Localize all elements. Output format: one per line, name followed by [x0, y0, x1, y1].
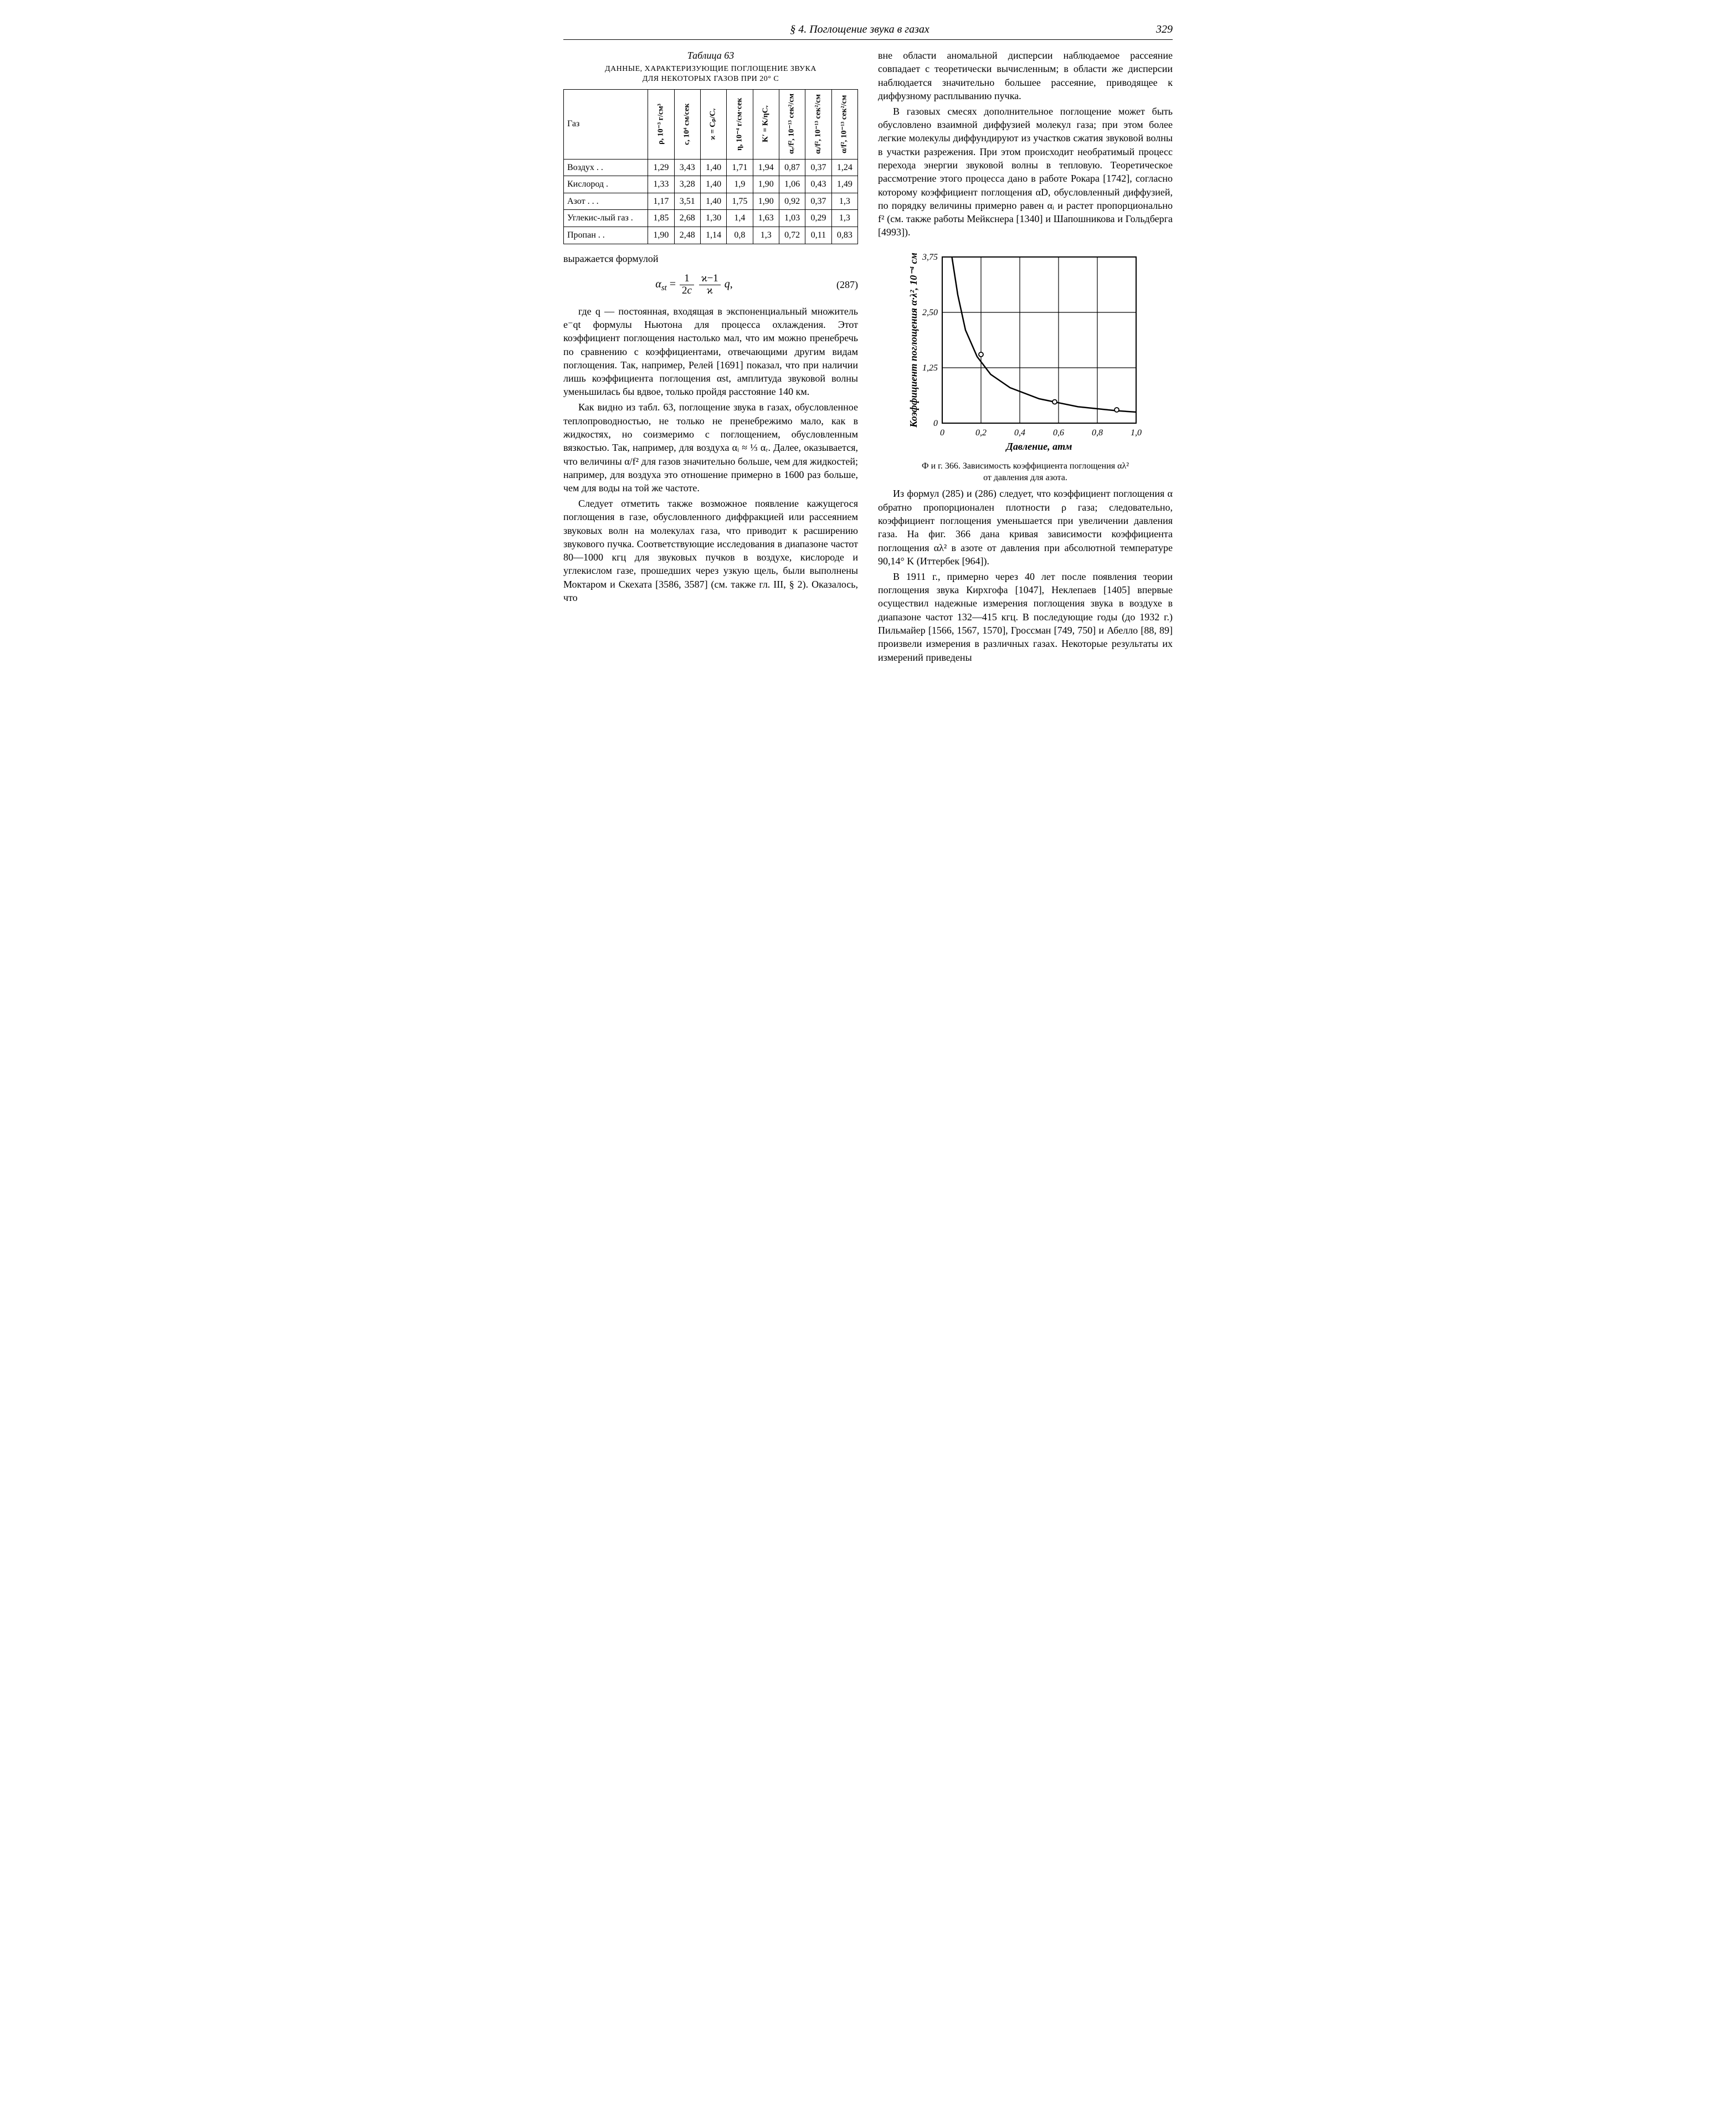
figure-caption-line1: Ф и г. 366. Зависимость коэффициента пог…	[922, 461, 1129, 471]
table-cell: 0,8	[727, 227, 753, 244]
table-cell: 1,24	[831, 159, 857, 176]
section-title: § 4. Поглощение звука в газах	[563, 22, 1156, 37]
svg-text:3,75: 3,75	[922, 253, 938, 262]
svg-text:1,0: 1,0	[1131, 428, 1142, 438]
col-header-0: ρ, 10⁻³ г/см³	[648, 89, 674, 159]
svg-text:Давление, атм: Давление, атм	[1005, 441, 1072, 452]
table-row: Азот . . .1,173,511,401,751,900,920,371,…	[564, 193, 858, 210]
figure-caption: Ф и г. 366. Зависимость коэффициента пог…	[878, 461, 1173, 484]
table-cell: 2,48	[674, 227, 700, 244]
table-title-line2: ДЛЯ НЕКОТОРЫХ ГАЗОВ ПРИ 20° С	[643, 75, 779, 83]
para-l2: Как видно из табл. 63, поглощение звука …	[563, 400, 858, 495]
table-cell: 1,30	[700, 210, 726, 227]
table-cell: 0,37	[805, 159, 831, 176]
table-cell: 1,9	[727, 176, 753, 193]
svg-text:0,2: 0,2	[975, 428, 987, 438]
running-header: § 4. Поглощение звука в газах 329	[563, 22, 1173, 40]
table-caption: Таблица 63	[563, 49, 858, 62]
table-cell: 1,85	[648, 210, 674, 227]
table-cell: 1,4	[727, 210, 753, 227]
col-header-4: K′ = K/ηCᵥ	[753, 89, 779, 159]
svg-text:2,50: 2,50	[922, 308, 938, 317]
table-row: Углекис-лый газ .1,852,681,301,41,631,03…	[564, 210, 858, 227]
table-cell: 1,3	[831, 193, 857, 210]
table-cell: 1,29	[648, 159, 674, 176]
table-cell: 0,72	[779, 227, 805, 244]
figure-caption-line2: от давления для азота.	[983, 473, 1067, 482]
svg-text:1,25: 1,25	[922, 363, 938, 373]
absorption-table: Газ ρ, 10⁻³ г/см³ c, 10⁴ см/сек ϰ = Cₚ/C…	[563, 89, 858, 244]
table-cell: 1,14	[700, 227, 726, 244]
table-cell: 3,51	[674, 193, 700, 210]
table-cell: 0,83	[831, 227, 857, 244]
table-cell: 1,03	[779, 210, 805, 227]
table-cell: 1,90	[753, 176, 779, 193]
col-header-7: α/f², 10⁻¹³ сек²/см	[831, 89, 857, 159]
row-name: Азот . . .	[564, 193, 648, 210]
table-cell: 0,37	[805, 193, 831, 210]
table-cell: 1,40	[700, 176, 726, 193]
table-cell: 1,40	[700, 193, 726, 210]
col-header-1: c, 10⁴ см/сек	[674, 89, 700, 159]
table-cell: 1,3	[831, 210, 857, 227]
table-cell: 1,71	[727, 159, 753, 176]
para-r1: вне области аномальной дисперсии наблюда…	[878, 49, 1173, 102]
table-title: ДАННЫЕ, ХАРАКТЕРИЗУЮЩИЕ ПОГЛОЩЕНИЕ ЗВУКА…	[563, 64, 858, 84]
table-row: Кислород .1,333,281,401,91,901,060,431,4…	[564, 176, 858, 193]
table-header-row: Газ ρ, 10⁻³ г/см³ c, 10⁴ см/сек ϰ = Cₚ/C…	[564, 89, 858, 159]
table-cell: 0,29	[805, 210, 831, 227]
col-header-gas: Газ	[564, 89, 648, 159]
col-header-6: αᵢ/f², 10⁻¹³ сек²/см	[805, 89, 831, 159]
svg-text:0: 0	[940, 428, 944, 438]
table-cell: 0,43	[805, 176, 831, 193]
para-r2: В газовых смесях дополнительное поглощен…	[878, 105, 1173, 239]
row-name: Кислород .	[564, 176, 648, 193]
para-r3: Из формул (285) и (286) следует, что коэ…	[878, 487, 1173, 568]
row-name: Воздух . .	[564, 159, 648, 176]
formula-287: αst = 12c ϰ−1ϰ q, (287)	[563, 273, 858, 297]
table-cell: 0,11	[805, 227, 831, 244]
table-cell: 3,43	[674, 159, 700, 176]
table-title-line1: ДАННЫЕ, ХАРАКТЕРИЗУЮЩИЕ ПОГЛОЩЕНИЕ ЗВУКА	[605, 65, 816, 73]
svg-text:0,4: 0,4	[1014, 428, 1025, 438]
col-header-2: ϰ = Cₚ/Cᵥ	[700, 89, 726, 159]
row-name: Пропан . .	[564, 227, 648, 244]
svg-text:Коэффициент поглощения α·λ², 1: Коэффициент поглощения α·λ², 10⁻⁴ см	[908, 253, 919, 428]
table-row: Пропан . .1,902,481,140,81,30,720,110,83	[564, 227, 858, 244]
table-cell: 1,63	[753, 210, 779, 227]
para-r4: В 1911 г., примерно через 40 лет после п…	[878, 570, 1173, 664]
table-cell: 3,28	[674, 176, 700, 193]
table-cell: 1,33	[648, 176, 674, 193]
table-cell: 1,06	[779, 176, 805, 193]
para-expresses: выражается формулой	[563, 252, 858, 265]
col-header-3: η, 10⁻⁴ г/см·сек	[727, 89, 753, 159]
table-row: Воздух . .1,293,431,401,711,940,870,371,…	[564, 159, 858, 176]
table-cell: 2,68	[674, 210, 700, 227]
table-cell: 0,92	[779, 193, 805, 210]
para-l1: где q — постоянная, входящая в экспоненц…	[563, 305, 858, 399]
table-cell: 1,90	[753, 193, 779, 210]
table-cell: 1,3	[753, 227, 779, 244]
row-name: Углекис-лый газ .	[564, 210, 648, 227]
svg-text:0,6: 0,6	[1053, 428, 1064, 438]
table-cell: 1,75	[727, 193, 753, 210]
chart-svg: 0 0,2 0,4 0,6 0,8 1,0 1,25 2,50 3,75 0 Давление, а…	[903, 246, 1147, 456]
table-cell: 0,87	[779, 159, 805, 176]
figure-366: 0 0,2 0,4 0,6 0,8 1,0 1,25 2,50 3,75 0 Давление, а…	[878, 246, 1173, 484]
col-header-5: αᵣ/f², 10⁻¹³ сек²/см	[779, 89, 805, 159]
page-number: 329	[1156, 22, 1173, 37]
table-cell: 1,17	[648, 193, 674, 210]
svg-text:0: 0	[933, 419, 938, 428]
formula-body: αst = 12c ϰ−1ϰ q,	[563, 273, 825, 297]
table-cell: 1,94	[753, 159, 779, 176]
svg-text:0,8: 0,8	[1092, 428, 1103, 438]
formula-number: (287)	[825, 278, 858, 291]
table-cell: 1,90	[648, 227, 674, 244]
table-cell: 1,40	[700, 159, 726, 176]
table-cell: 1,49	[831, 176, 857, 193]
para-l3: Следует отметить также возможное появлен…	[563, 497, 858, 604]
